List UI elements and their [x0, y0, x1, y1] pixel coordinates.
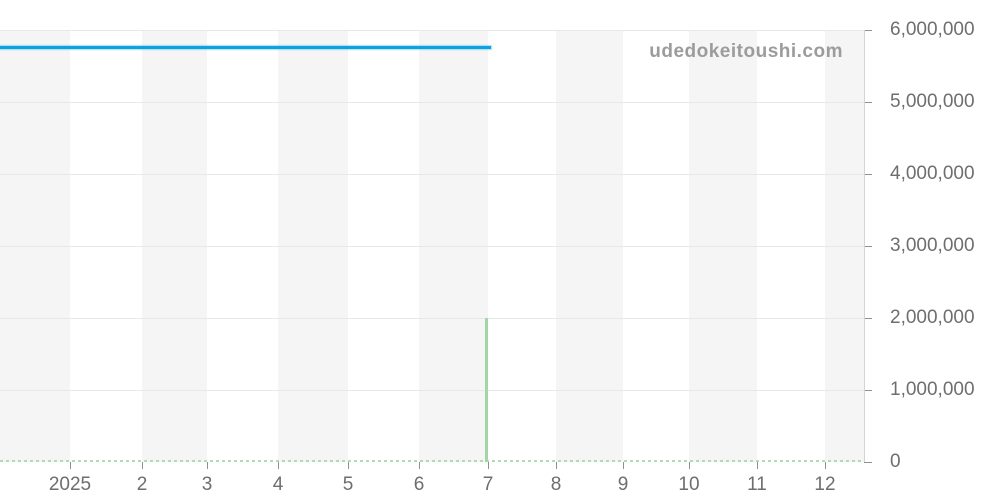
y-tick-label: 3,000,000: [890, 235, 975, 256]
x-tick-label: 9: [617, 474, 629, 495]
y-axis-tick: [864, 174, 872, 175]
x-tick-label: 12: [814, 474, 836, 495]
x-axis-tick: [488, 462, 489, 469]
y-gridline: [0, 174, 864, 175]
x-axis-tick: [757, 462, 758, 469]
x-tick-label: 6: [413, 474, 425, 495]
x-axis-tick: [207, 462, 208, 469]
y-tick-label: 5,000,000: [890, 91, 975, 112]
x-tick-label: 10: [678, 474, 700, 495]
x-axis-tick: [825, 462, 826, 469]
x-axis-tick: [142, 462, 143, 469]
y-gridline: [0, 246, 864, 247]
watermark: udedokeitoushi.com: [649, 41, 843, 62]
x-axis-tick: [348, 462, 349, 469]
x-tick-label: 7: [482, 474, 494, 495]
x-axis-tick: [419, 462, 420, 469]
x-axis-tick: [623, 462, 624, 469]
x-tick-label: 5: [342, 474, 354, 495]
y-tick-label: 1,000,000: [890, 379, 975, 400]
y-tick-label: 0: [890, 451, 901, 472]
x-axis-tick: [689, 462, 690, 469]
y-axis-tick: [864, 30, 872, 31]
y-gridline: [0, 390, 864, 391]
x-axis-tick: [70, 462, 71, 469]
zero-baseline-dashed-line: [0, 460, 864, 462]
y-axis-line: [864, 30, 865, 462]
x-axis-tick: [278, 462, 279, 469]
y-gridline: [0, 30, 864, 31]
x-tick-label: 2025: [48, 474, 92, 495]
y-gridline: [0, 318, 864, 319]
x-axis-tick: [556, 462, 557, 469]
y-axis-tick: [864, 102, 872, 103]
y-axis-tick: [864, 246, 872, 247]
event-spike-line: [485, 318, 488, 462]
y-gridline: [0, 102, 864, 103]
y-tick-label: 2,000,000: [890, 307, 975, 328]
y-tick-label: 6,000,000: [890, 19, 975, 40]
x-tick-label: 8: [550, 474, 562, 495]
y-tick-label: 4,000,000: [890, 163, 975, 184]
price-line: [0, 45, 491, 49]
x-tick-label: 3: [201, 474, 213, 495]
x-tick-label: 2: [136, 474, 148, 495]
x-tick-label: 11: [747, 474, 767, 495]
y-axis-tick: [864, 390, 872, 391]
y-axis-tick: [864, 462, 872, 463]
y-axis-tick: [864, 318, 872, 319]
x-tick-label: 4: [272, 474, 284, 495]
